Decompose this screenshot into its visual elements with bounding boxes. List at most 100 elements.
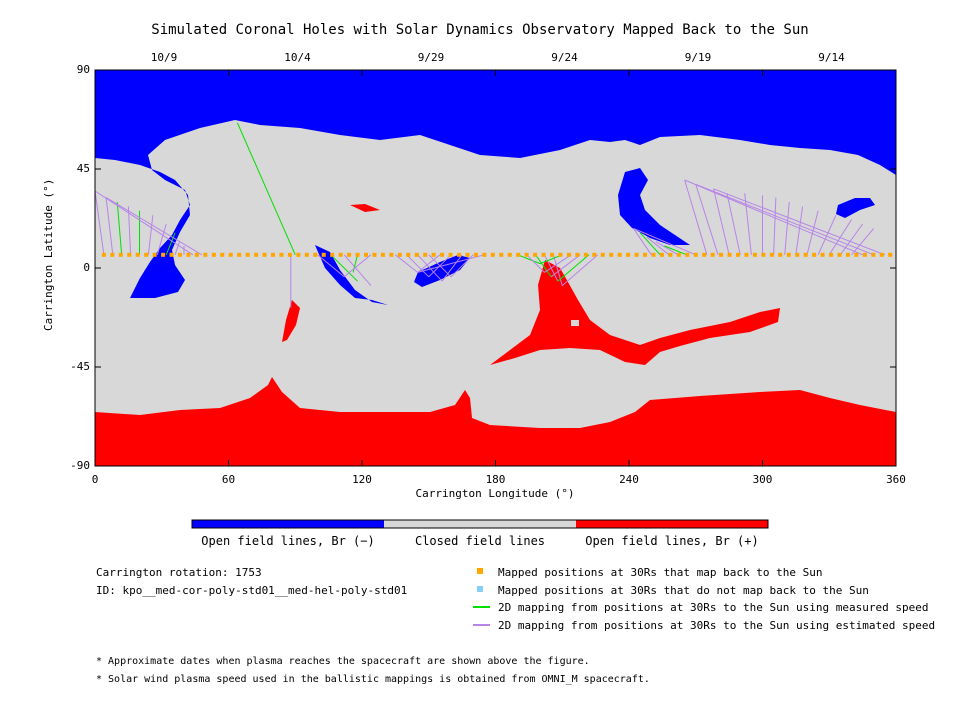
mapped-point xyxy=(609,252,614,257)
mapped-point xyxy=(803,252,808,257)
red-patch-central xyxy=(490,260,780,365)
mapped-point xyxy=(499,252,504,257)
estimated-mapping-line xyxy=(795,206,804,255)
mapped-point xyxy=(372,252,377,257)
mapped-point xyxy=(795,252,800,257)
mapped-point xyxy=(524,252,529,257)
mapped-point xyxy=(457,252,462,257)
estimated-mapping-line xyxy=(744,193,752,255)
legend-marker-unmapped xyxy=(477,586,483,592)
mapped-point xyxy=(406,252,411,257)
mapped-point xyxy=(321,252,326,257)
estimated-mapping-line xyxy=(713,188,886,256)
mapped-point xyxy=(643,252,648,257)
mapped-point xyxy=(177,252,182,257)
north-polar-hole xyxy=(95,70,896,298)
estimated-mapping-line xyxy=(147,215,154,255)
mapped-point xyxy=(245,252,250,257)
estimated-mapping-line xyxy=(417,254,443,282)
estimated-mapping-line xyxy=(343,254,372,278)
estimated-mapping-line xyxy=(94,190,105,255)
y-tick-label: 90 xyxy=(76,63,90,76)
estimated-mapping-line xyxy=(684,179,708,255)
estimated-mapping-line xyxy=(156,223,167,255)
mapped-point xyxy=(744,252,749,257)
estimated-mapping-line xyxy=(417,254,485,273)
estimated-mapping-line xyxy=(417,254,441,273)
mapped-point xyxy=(152,252,157,257)
mapped-point xyxy=(566,252,571,257)
legend-label-unmapped: Mapped positions at 30Rs that do not map… xyxy=(498,584,869,597)
estimated-mapping-line xyxy=(655,241,679,256)
mapped-point xyxy=(710,252,715,257)
mapped-point xyxy=(211,252,216,257)
estimated-mapping-line xyxy=(544,254,572,273)
estimated-mapping-line xyxy=(839,223,864,256)
mapped-point xyxy=(862,252,867,257)
mapped-point xyxy=(592,252,597,257)
estimated-mapping-line xyxy=(695,183,874,256)
mapped-point xyxy=(440,252,445,257)
blue-patch-4 xyxy=(836,198,875,218)
estimated-mapping-line xyxy=(784,201,790,255)
estimated-mapping-line xyxy=(552,254,563,286)
mapped-point xyxy=(676,252,681,257)
measured-mapping-line xyxy=(557,254,590,282)
legend-label-estimated: 2D mapping from positions at 30Rs to the… xyxy=(498,619,936,632)
mapped-point xyxy=(685,252,690,257)
mapped-point xyxy=(812,252,817,257)
mapped-point xyxy=(736,252,741,257)
estimated-mapping-line xyxy=(526,254,545,273)
mapped-point xyxy=(254,252,259,257)
mapped-point xyxy=(482,252,487,257)
mapped-point xyxy=(169,252,174,257)
mapping-lines xyxy=(94,122,886,308)
y-tick-label: 0 xyxy=(83,261,90,274)
mapped-point xyxy=(888,252,893,257)
chart-title: Simulated Coronal Holes with Solar Dynam… xyxy=(151,22,809,38)
mapped-point xyxy=(144,252,149,257)
mapped-point xyxy=(186,252,191,257)
y-tick-label: 45 xyxy=(76,162,90,175)
x-tick-label: 300 xyxy=(752,473,773,486)
mapped-point xyxy=(837,252,842,257)
estimated-mapping-line xyxy=(343,254,372,286)
estimated-mapping-line xyxy=(773,197,777,255)
mapped-point xyxy=(220,252,225,257)
mapped-point xyxy=(651,252,656,257)
estimated-mapping-line xyxy=(806,210,819,255)
mapped-point xyxy=(118,252,123,257)
y-tick-label: -45 xyxy=(70,360,90,373)
legend-label-mapped: Mapped positions at 30Rs that map back t… xyxy=(498,566,823,579)
mapped-point xyxy=(507,252,512,257)
mapped-point xyxy=(465,252,470,257)
mapped-point xyxy=(423,252,428,257)
estimated-mapping-line xyxy=(105,197,203,256)
estimated-mapping-line xyxy=(817,214,837,256)
mapped-point xyxy=(516,252,521,257)
estimated-mapping-line xyxy=(550,254,581,278)
mapped-point xyxy=(778,252,783,257)
mapped-point xyxy=(397,252,402,257)
mapped-point xyxy=(304,252,309,257)
mapped-point xyxy=(693,252,698,257)
red-patch-3 xyxy=(350,204,380,212)
mapped-point xyxy=(389,252,394,257)
mapped-point xyxy=(558,252,563,257)
date-tick-label: 10/9 xyxy=(150,51,178,64)
mapped-point xyxy=(271,252,275,257)
mapped-point xyxy=(448,252,453,257)
carrington-rotation: Carrington rotation: 1753 xyxy=(96,566,262,579)
south-polar-hole xyxy=(95,377,896,466)
x-tick-label: 180 xyxy=(485,473,506,486)
mapped-point xyxy=(364,252,369,257)
mapped-point xyxy=(634,252,639,257)
mapped-point xyxy=(490,252,495,257)
estimated-mapping-line xyxy=(127,206,132,255)
estimated-mapping-line xyxy=(726,193,741,255)
mapped-point xyxy=(296,252,301,257)
x-tick-label: 120 xyxy=(352,473,372,486)
mapped-point xyxy=(228,252,233,257)
mapped-point xyxy=(533,252,538,257)
mapped-point xyxy=(287,252,292,257)
